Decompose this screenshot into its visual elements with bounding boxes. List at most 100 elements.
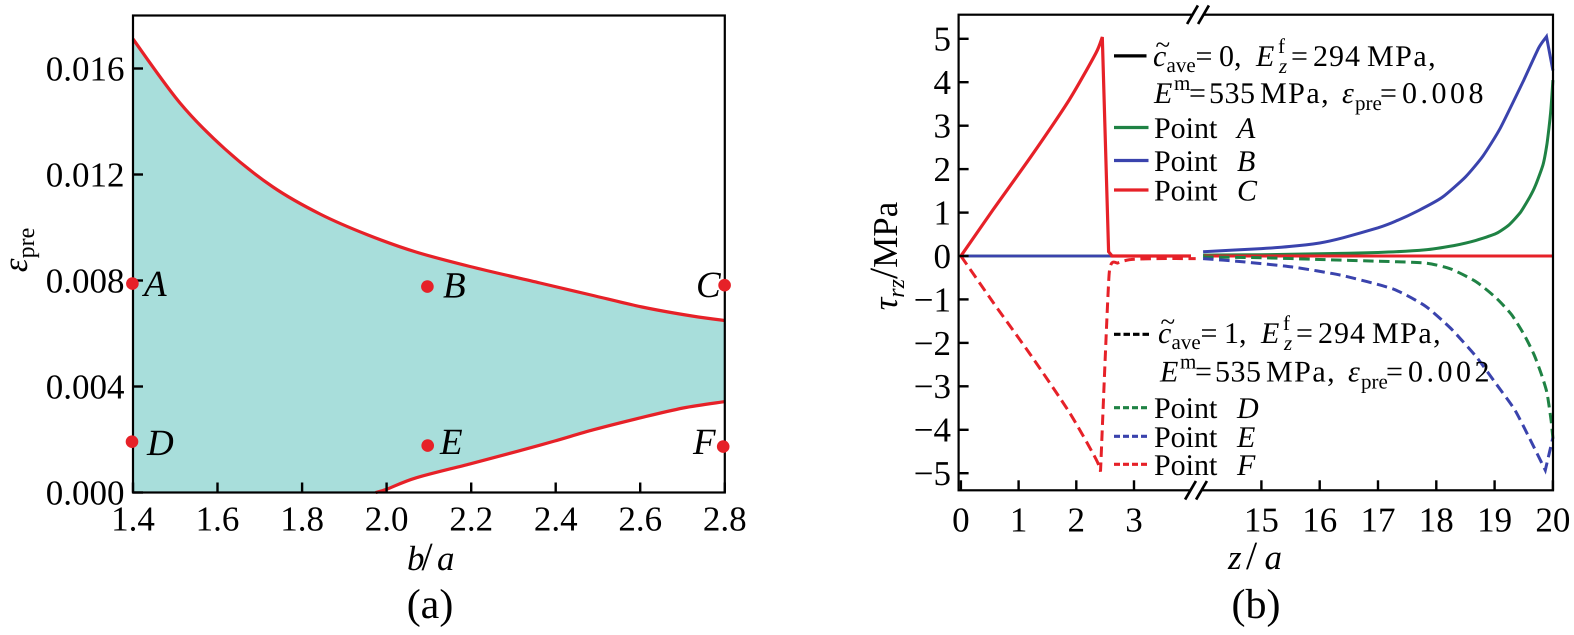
svg-text:16: 16 xyxy=(1302,501,1337,540)
svg-text:E: E xyxy=(1236,421,1255,454)
svg-text:Point: Point xyxy=(1154,145,1218,178)
svg-text:A: A xyxy=(141,264,167,305)
svg-text:17: 17 xyxy=(1361,501,1396,540)
svg-text:A: A xyxy=(1235,112,1256,145)
svg-text:B: B xyxy=(1237,145,1255,178)
svg-text:4: 4 xyxy=(934,63,952,102)
svg-text:z: z xyxy=(1283,331,1292,355)
svg-text:15: 15 xyxy=(1244,501,1279,540)
svg-text:pre: pre xyxy=(1361,370,1388,394)
svg-text:−2: −2 xyxy=(914,324,951,363)
svg-text:F: F xyxy=(1236,449,1256,482)
svg-text:0,: 0, xyxy=(1219,40,1242,73)
svg-text:τrz/MPa: τrz/MPa xyxy=(861,201,910,310)
svg-text:~: ~ xyxy=(1156,30,1171,60)
svg-text:z: z xyxy=(1278,54,1287,78)
svg-text:=: = xyxy=(1386,356,1403,389)
svg-text:2.6: 2.6 xyxy=(618,500,662,539)
svg-text:1.6: 1.6 xyxy=(196,500,240,539)
svg-text:2.4: 2.4 xyxy=(534,500,578,539)
svg-text:1.4: 1.4 xyxy=(111,500,155,539)
svg-text:0: 0 xyxy=(934,237,952,276)
svg-text:0.008: 0.008 xyxy=(46,261,125,300)
svg-text:5: 5 xyxy=(934,20,952,59)
svg-text:=: = xyxy=(1195,356,1212,389)
svg-text:b: b xyxy=(407,539,425,578)
svg-text:ε: ε xyxy=(1348,356,1360,389)
svg-text:c: c xyxy=(1153,40,1166,73)
svg-text:−5: −5 xyxy=(914,454,951,493)
svg-text:ave: ave xyxy=(1172,330,1201,354)
svg-text:c: c xyxy=(1158,317,1171,350)
svg-text:E: E xyxy=(1255,40,1274,73)
svg-text:19: 19 xyxy=(1477,501,1512,540)
svg-text:535: 535 xyxy=(1209,77,1256,110)
svg-text:D: D xyxy=(1236,392,1259,425)
svg-text:/: / xyxy=(422,534,434,579)
svg-text:=: = xyxy=(1201,317,1218,350)
svg-text:2.8: 2.8 xyxy=(703,500,747,539)
svg-text:(a): (a) xyxy=(407,582,454,628)
svg-text:0.000: 0.000 xyxy=(46,473,125,512)
svg-text:0.002: 0.002 xyxy=(1408,356,1493,389)
svg-text:a: a xyxy=(1265,538,1283,577)
svg-text:E: E xyxy=(1260,317,1279,350)
svg-text:0: 0 xyxy=(952,501,970,540)
svg-text:Point: Point xyxy=(1154,421,1218,454)
svg-text:1.8: 1.8 xyxy=(280,500,324,539)
svg-text:−3: −3 xyxy=(914,367,951,406)
svg-text:E: E xyxy=(439,422,463,463)
svg-text:F: F xyxy=(692,422,716,463)
svg-text:=: = xyxy=(1380,77,1397,110)
svg-text:535: 535 xyxy=(1215,356,1262,389)
svg-text:2.2: 2.2 xyxy=(449,500,493,539)
svg-text:2: 2 xyxy=(934,150,952,189)
svg-text:=: = xyxy=(1291,40,1308,73)
svg-text:/: / xyxy=(1246,533,1258,578)
svg-text:MPa,: MPa, xyxy=(1260,77,1330,110)
svg-text:MPa,: MPa, xyxy=(1367,40,1437,73)
svg-text:pre: pre xyxy=(1355,91,1382,115)
svg-text:−4: −4 xyxy=(914,411,951,450)
svg-text:E: E xyxy=(1159,356,1178,389)
svg-text:20: 20 xyxy=(1535,501,1570,540)
svg-text:z: z xyxy=(1227,538,1242,577)
svg-text:1,: 1, xyxy=(1224,317,1247,350)
svg-text:~: ~ xyxy=(1161,307,1176,337)
svg-text:MPa,: MPa, xyxy=(1266,356,1336,389)
svg-text:Point: Point xyxy=(1154,392,1218,425)
svg-text:E: E xyxy=(1153,77,1172,110)
svg-text:2.0: 2.0 xyxy=(365,500,409,539)
svg-text:1: 1 xyxy=(1010,501,1028,540)
svg-text:a: a xyxy=(437,539,455,578)
svg-text:=: = xyxy=(1196,40,1213,73)
svg-text:0.008: 0.008 xyxy=(1402,77,1487,110)
svg-text:D: D xyxy=(146,423,174,464)
svg-text:Point: Point xyxy=(1154,175,1218,208)
svg-text:294: 294 xyxy=(1318,317,1366,350)
svg-text:ave: ave xyxy=(1167,53,1196,77)
svg-text:1: 1 xyxy=(934,194,952,233)
svg-text:C: C xyxy=(696,265,722,306)
svg-text:3: 3 xyxy=(1125,501,1143,540)
svg-text:(b): (b) xyxy=(1232,582,1281,628)
svg-text:0.016: 0.016 xyxy=(46,49,125,88)
svg-text:f: f xyxy=(1278,34,1285,58)
svg-text:2: 2 xyxy=(1068,501,1086,540)
svg-text:MPa,: MPa, xyxy=(1372,317,1442,350)
svg-text:Point: Point xyxy=(1154,112,1218,145)
svg-text:0.012: 0.012 xyxy=(46,155,125,194)
svg-text:m: m xyxy=(1174,71,1190,95)
svg-text:C: C xyxy=(1237,175,1258,208)
svg-text:18: 18 xyxy=(1419,501,1454,540)
svg-text:=: = xyxy=(1189,77,1206,110)
svg-text:ε: ε xyxy=(1342,77,1354,110)
svg-text:294: 294 xyxy=(1313,40,1361,73)
svg-text:3: 3 xyxy=(934,107,952,146)
svg-text:f: f xyxy=(1283,311,1290,335)
svg-text:Point: Point xyxy=(1154,449,1218,482)
svg-text:0.004: 0.004 xyxy=(46,367,125,406)
svg-text:−1: −1 xyxy=(914,280,951,319)
svg-text:B: B xyxy=(443,266,466,307)
